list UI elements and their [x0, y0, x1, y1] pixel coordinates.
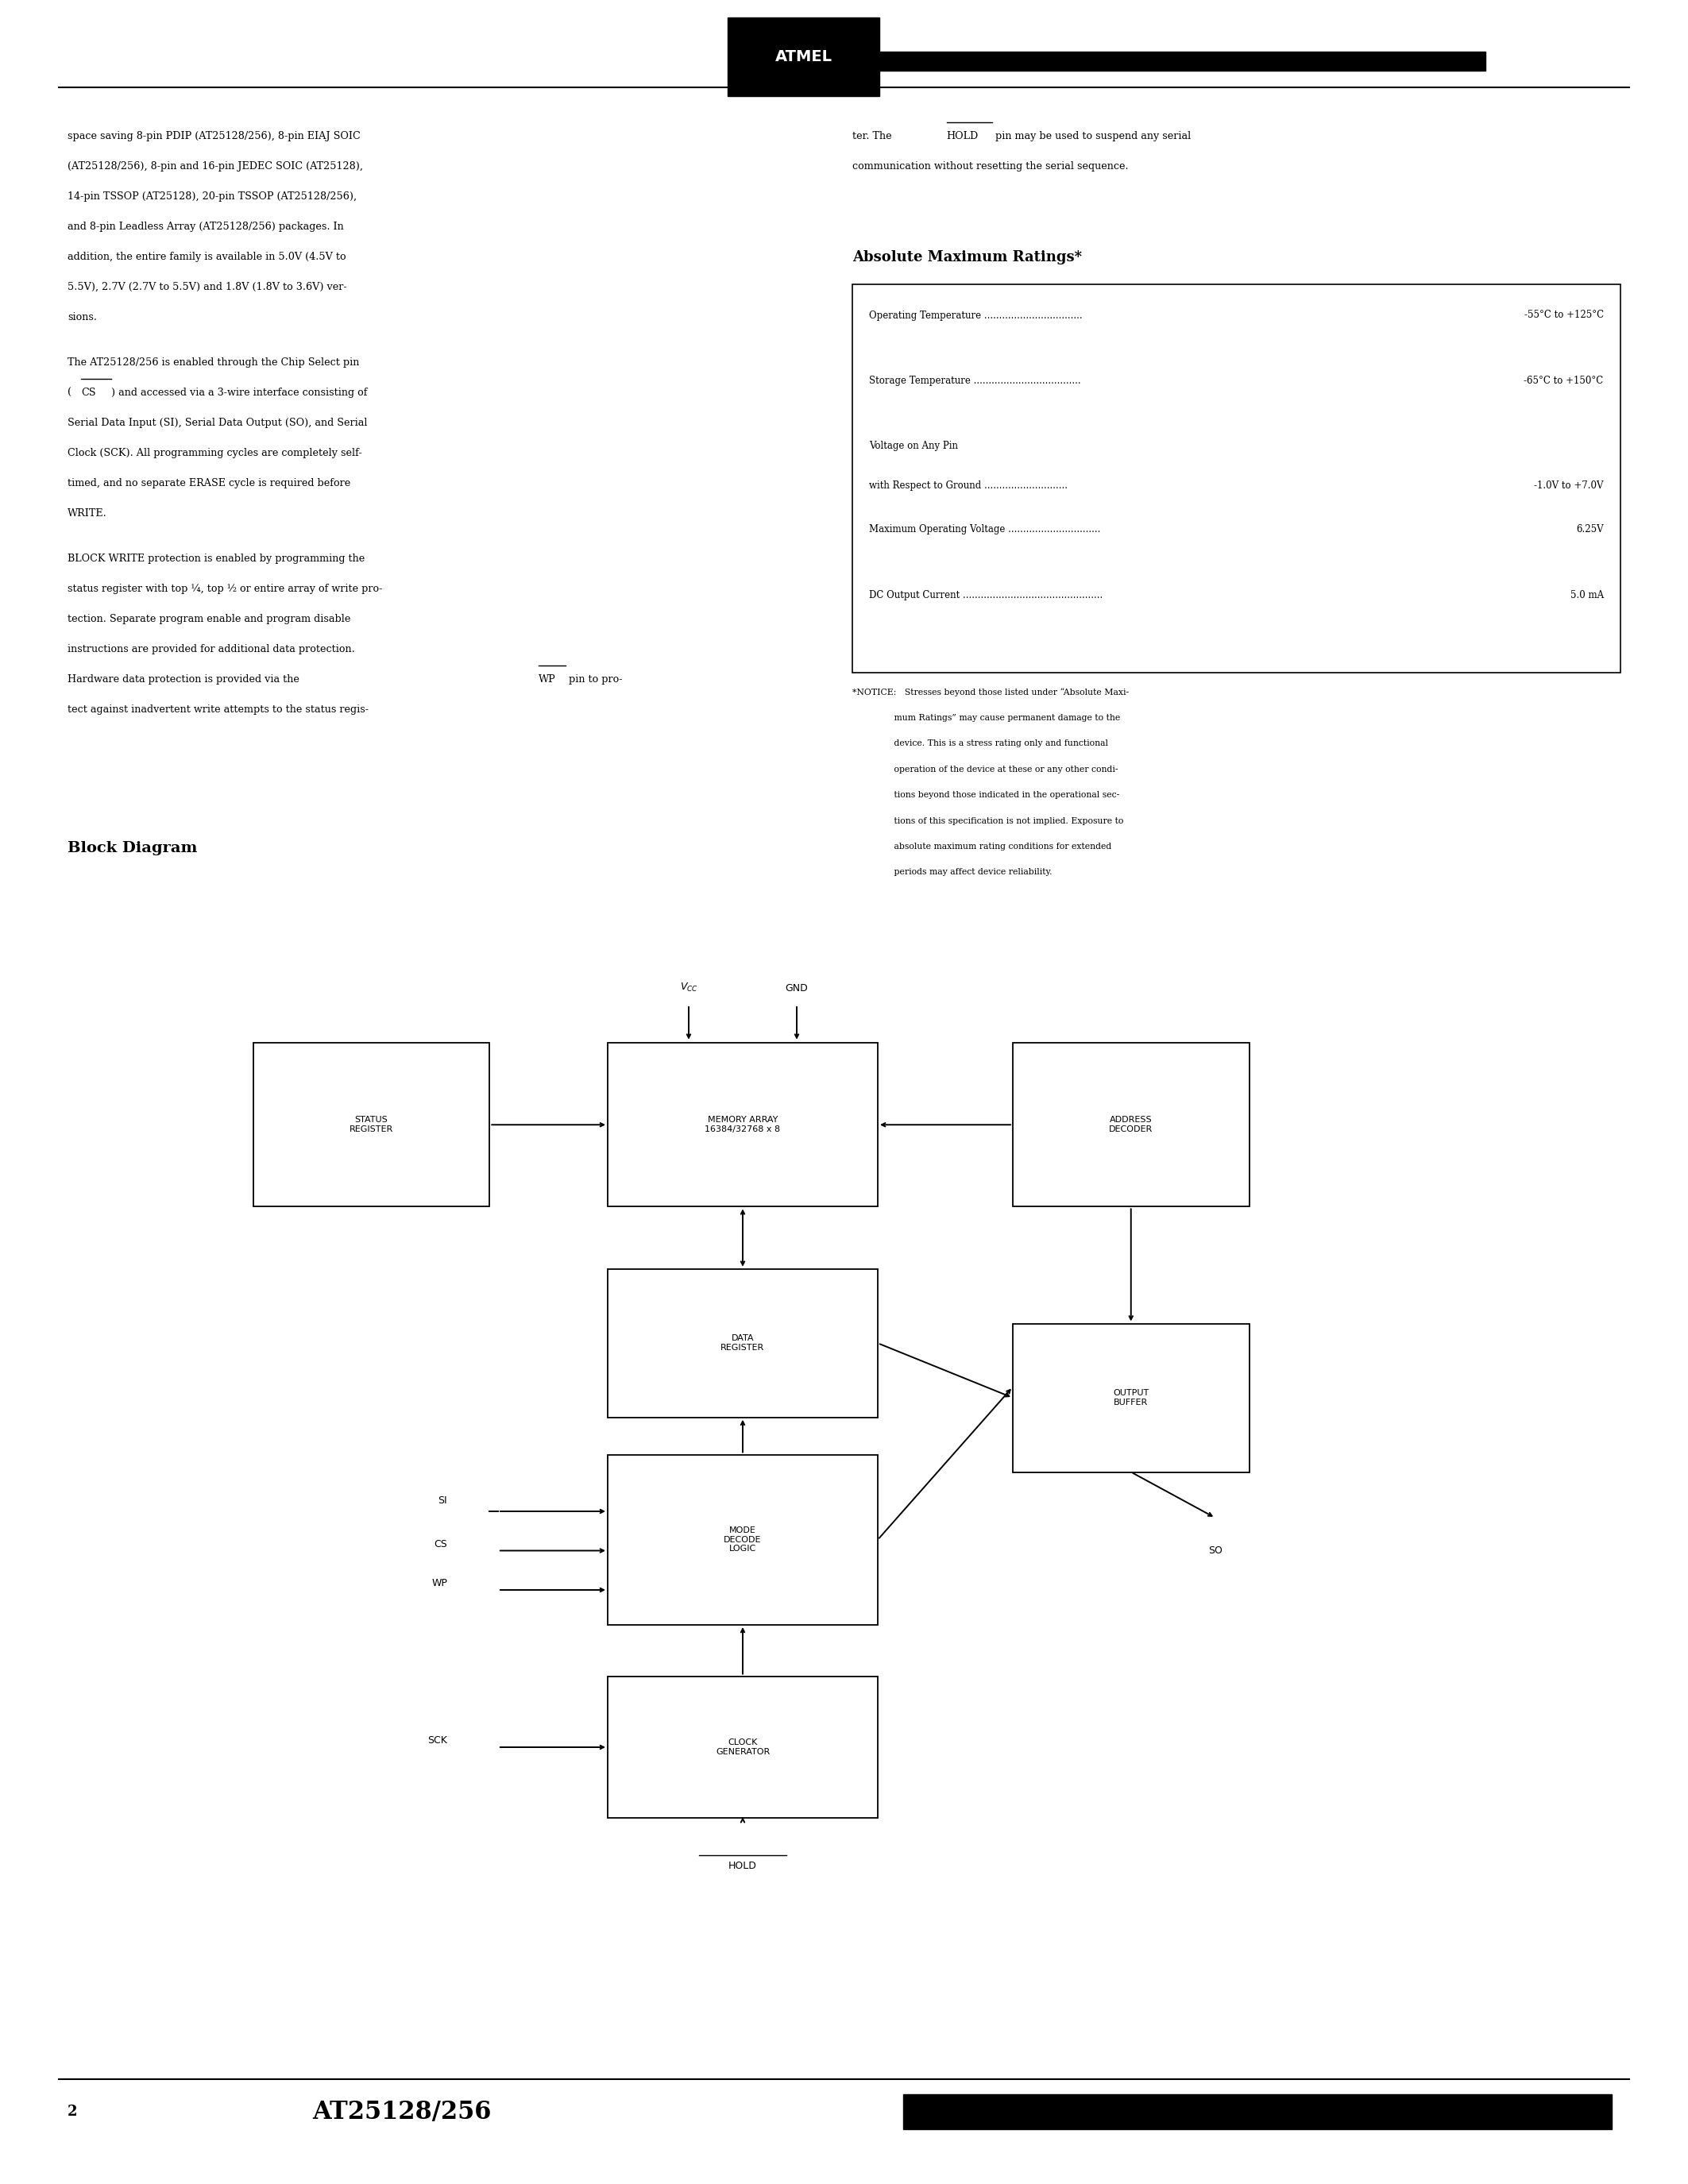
Text: CLOCK
GENERATOR: CLOCK GENERATOR	[716, 1738, 770, 1756]
Bar	[608, 1677, 878, 1817]
Text: tection. Separate program enable and program disable: tection. Separate program enable and pro…	[68, 614, 351, 625]
Text: -1.0V to +7.0V: -1.0V to +7.0V	[1534, 480, 1604, 491]
Text: (AT25128/256), 8-pin and 16-pin JEDEC SOIC (AT25128),: (AT25128/256), 8-pin and 16-pin JEDEC SO…	[68, 162, 363, 173]
Text: pin to pro-: pin to pro-	[565, 675, 623, 684]
Text: Block Diagram: Block Diagram	[68, 841, 197, 856]
Text: tions beyond those indicated in the operational sec-: tions beyond those indicated in the oper…	[852, 791, 1119, 799]
Text: Storage Temperature ....................................: Storage Temperature ....................…	[869, 376, 1080, 387]
Text: 6.25V: 6.25V	[1577, 524, 1604, 535]
Bar	[608, 1044, 878, 1206]
Text: Clock (SCK). All programming cycles are completely self-: Clock (SCK). All programming cycles are …	[68, 448, 361, 459]
Text: The AT25128/256 is enabled through the Chip Select pin: The AT25128/256 is enabled through the C…	[68, 358, 360, 367]
Text: Absolute Maximum Ratings*: Absolute Maximum Ratings*	[852, 249, 1082, 264]
Text: pin may be used to suspend any serial: pin may be used to suspend any serial	[993, 131, 1190, 142]
Text: BLOCK WRITE protection is enabled by programming the: BLOCK WRITE protection is enabled by pro…	[68, 553, 365, 563]
Bar	[1013, 1044, 1249, 1206]
Text: device. This is a stress rating only and functional: device. This is a stress rating only and…	[852, 740, 1109, 747]
Text: WP: WP	[432, 1579, 447, 1588]
Text: CS: CS	[81, 387, 96, 397]
Text: periods may affect device reliability.: periods may affect device reliability.	[852, 869, 1052, 876]
Bar	[869, 52, 1485, 72]
Text: ATMEL: ATMEL	[775, 50, 832, 63]
Text: HOLD: HOLD	[947, 131, 979, 142]
Text: timed, and no separate ERASE cycle is required before: timed, and no separate ERASE cycle is re…	[68, 478, 351, 489]
Text: ADDRESS
DECODER: ADDRESS DECODER	[1109, 1116, 1153, 1133]
Bar	[253, 1044, 490, 1206]
Text: mum Ratings” may cause permanent damage to the: mum Ratings” may cause permanent damage …	[852, 714, 1121, 721]
Text: tions of this specification is not implied. Exposure to: tions of this specification is not impli…	[852, 817, 1124, 826]
Bar	[608, 1269, 878, 1417]
Text: Operating Temperature .................................: Operating Temperature ..................…	[869, 310, 1082, 321]
Text: $V_{CC}$: $V_{CC}$	[680, 983, 697, 994]
Text: -65°C to +150°C: -65°C to +150°C	[1524, 376, 1604, 387]
Text: Serial Data Input (SI), Serial Data Output (SO), and Serial: Serial Data Input (SI), Serial Data Outp…	[68, 417, 368, 428]
Text: DC Output Current ...............................................: DC Output Current ......................…	[869, 590, 1102, 601]
Text: AT25128/256: AT25128/256	[312, 2099, 491, 2125]
Text: WP: WP	[538, 675, 555, 684]
Text: 5.0 mA: 5.0 mA	[1570, 590, 1604, 601]
Text: 2: 2	[68, 2105, 78, 2118]
Text: 5.5V), 2.7V (2.7V to 5.5V) and 1.8V (1.8V to 3.6V) ver-: 5.5V), 2.7V (2.7V to 5.5V) and 1.8V (1.8…	[68, 282, 346, 293]
Text: HOLD: HOLD	[729, 1861, 756, 1872]
Text: -55°C to +125°C: -55°C to +125°C	[1524, 310, 1604, 321]
Text: tect against inadvertent write attempts to the status regis-: tect against inadvertent write attempts …	[68, 703, 368, 714]
Text: SCK: SCK	[427, 1736, 447, 1745]
Text: 14-pin TSSOP (AT25128), 20-pin TSSOP (AT25128/256),: 14-pin TSSOP (AT25128), 20-pin TSSOP (AT…	[68, 192, 356, 201]
Text: MODE
DECODE
LOGIC: MODE DECODE LOGIC	[724, 1527, 761, 1553]
Text: Hardware data protection is provided via the: Hardware data protection is provided via…	[68, 675, 302, 684]
Text: status register with top ¼, top ½ or entire array of write pro-: status register with top ¼, top ½ or ent…	[68, 583, 383, 594]
Text: ) and accessed via a 3-wire interface consisting of: ) and accessed via a 3-wire interface co…	[111, 387, 368, 397]
Text: and 8-pin Leadless Array (AT25128/256) packages. In: and 8-pin Leadless Array (AT25128/256) p…	[68, 221, 344, 232]
Text: operation of the device at these or any other condi-: operation of the device at these or any …	[852, 764, 1117, 773]
Text: *NOTICE:   Stresses beyond those listed under “Absolute Maxi-: *NOTICE: Stresses beyond those listed un…	[852, 688, 1129, 697]
Text: with Respect to Ground ............................: with Respect to Ground .................…	[869, 480, 1069, 491]
Text: instructions are provided for additional data protection.: instructions are provided for additional…	[68, 644, 354, 655]
Text: CS: CS	[434, 1540, 447, 1548]
Bar	[1013, 1324, 1249, 1472]
Text: communication without resetting the serial sequence.: communication without resetting the seri…	[852, 162, 1129, 173]
Text: GND: GND	[785, 983, 809, 994]
Text: SO: SO	[1209, 1546, 1222, 1555]
Text: SI: SI	[439, 1496, 447, 1505]
Text: Maximum Operating Voltage ...............................: Maximum Operating Voltage ..............…	[869, 524, 1101, 535]
Text: WRITE.: WRITE.	[68, 509, 106, 518]
Text: OUTPUT
BUFFER: OUTPUT BUFFER	[1112, 1389, 1150, 1406]
Text: addition, the entire family is available in 5.0V (4.5V to: addition, the entire family is available…	[68, 251, 346, 262]
Bar	[903, 2094, 1612, 2129]
Bar	[728, 17, 879, 96]
Text: DATA
REGISTER: DATA REGISTER	[721, 1334, 765, 1352]
Text: STATUS
REGISTER: STATUS REGISTER	[349, 1116, 393, 1133]
Text: absolute maximum rating conditions for extended: absolute maximum rating conditions for e…	[852, 843, 1112, 850]
Text: MEMORY ARRAY
16384/32768 x 8: MEMORY ARRAY 16384/32768 x 8	[706, 1116, 780, 1133]
Text: Voltage on Any Pin: Voltage on Any Pin	[869, 441, 959, 452]
Text: sions.: sions.	[68, 312, 96, 323]
Bar	[608, 1455, 878, 1625]
Text: space saving 8-pin PDIP (AT25128/256), 8-pin EIAJ SOIC: space saving 8-pin PDIP (AT25128/256), 8…	[68, 131, 361, 142]
Bar	[852, 284, 1620, 673]
Text: ter. The: ter. The	[852, 131, 895, 142]
Text: (: (	[68, 387, 71, 397]
